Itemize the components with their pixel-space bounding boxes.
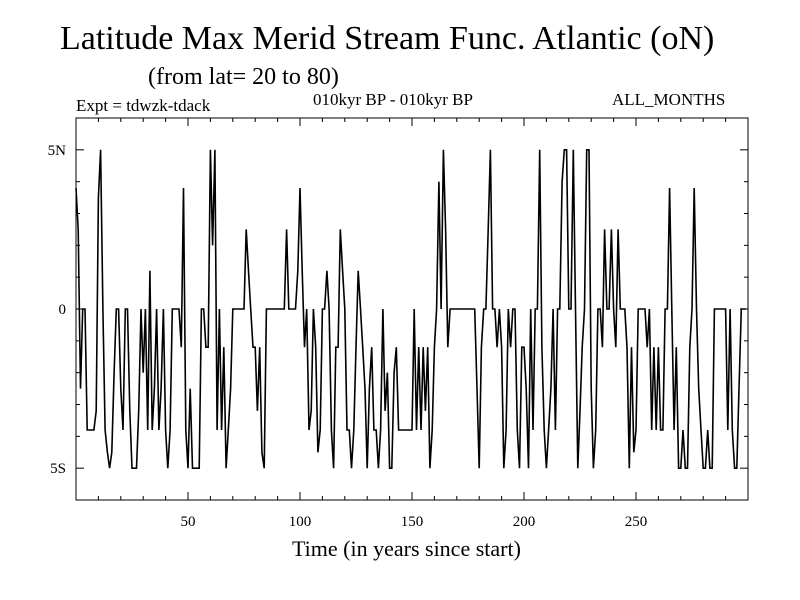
experiment-label: Expt = tdwzk-tdack (76, 96, 211, 115)
months-label: ALL_MONTHS (612, 90, 726, 109)
tick-labels: 50 100 150 200 250 5N 0 5S (48, 143, 648, 530)
y-tick-label: 5N (48, 143, 67, 159)
chart-title: Latitude Max Merid Stream Func. Atlantic… (60, 20, 715, 57)
chart-subtitle: (from lat= 20 to 80) (148, 64, 339, 90)
x-tick-label: 200 (513, 514, 536, 530)
x-tick-label: 50 (181, 514, 196, 530)
x-tick-label: 150 (401, 514, 424, 530)
x-axis-label: Time (in years since start) (292, 536, 521, 561)
period-label: 010kyr BP - 010kyr BP (313, 90, 473, 109)
y-tick-label: 5S (50, 461, 66, 477)
x-tick-label: 250 (625, 514, 648, 530)
axis-ticks (76, 118, 748, 500)
y-tick-label: 0 (59, 302, 67, 318)
x-tick-label: 100 (289, 514, 312, 530)
series-line (75, 149, 746, 470)
